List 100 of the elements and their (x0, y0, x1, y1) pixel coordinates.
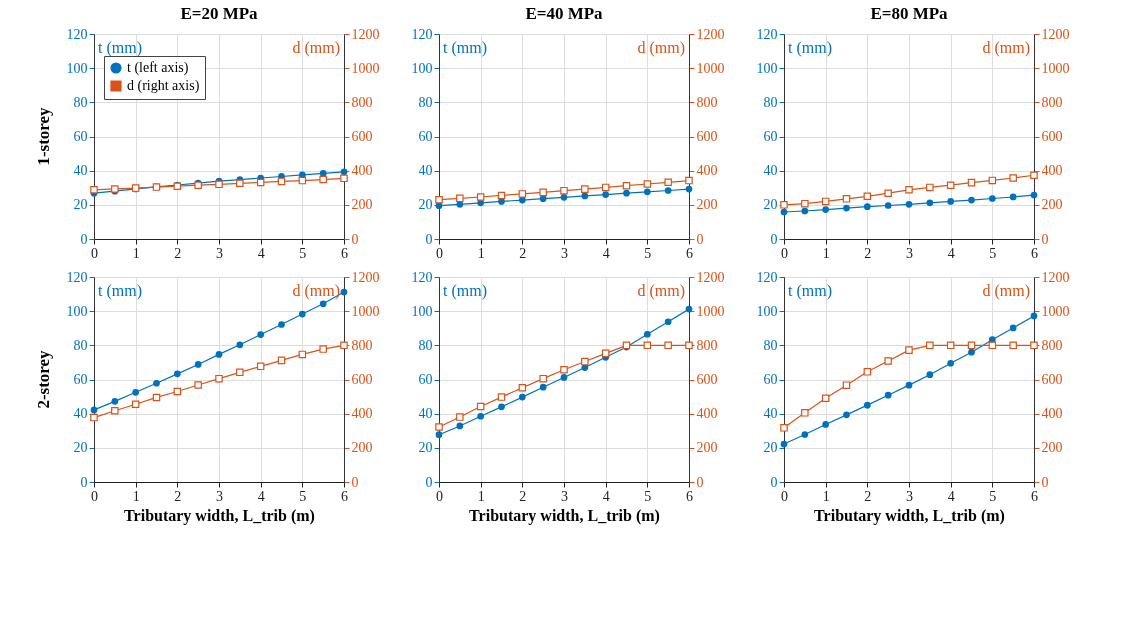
y2-tick-label: 600 (696, 129, 718, 144)
y2-tick-label: 1000 (351, 60, 380, 76)
x-tick-label: 3 (561, 245, 568, 261)
x-tick-label: 0 (436, 245, 443, 261)
x-tick-label: 3 (906, 245, 913, 261)
y2-tick-label: 600 (351, 129, 373, 144)
y-tick-label: 0 (80, 231, 88, 247)
y2-tick-label: 200 (696, 197, 718, 213)
x-tick-label: 2 (174, 488, 182, 504)
y2-axis-title: d (mm) (292, 39, 340, 57)
y-tick-label: 20 (73, 440, 88, 456)
y-tick-label: 100 (756, 60, 778, 76)
y-tick-label: 120 (411, 26, 433, 42)
y-tick-label: 40 (763, 406, 778, 422)
x-tick-label: 3 (906, 488, 913, 504)
y2-tick-label: 0 (351, 231, 359, 247)
y2-tick-label: 1200 (696, 26, 725, 42)
y2-tick-label: 400 (351, 163, 373, 179)
y-tick-label: 100 (66, 60, 88, 76)
x-tick-label: 5 (989, 245, 997, 261)
y-tick-label: 120 (66, 26, 88, 42)
y2-tick-label: 800 (696, 94, 718, 110)
y2-tick-label: 200 (1041, 440, 1063, 456)
y-tick-label: 80 (418, 337, 433, 353)
y-tick-label: 80 (418, 94, 433, 110)
y2-tick-label: 400 (1041, 406, 1063, 422)
x-tick-label: 3 (216, 245, 223, 261)
y2-tick-label: 400 (696, 163, 718, 179)
y2-tick-label: 0 (696, 474, 704, 490)
y2-axis-title: d (mm) (637, 282, 685, 300)
y2-tick-label: 1200 (351, 26, 380, 42)
y-tick-label: 60 (418, 129, 433, 144)
y-tick-label: 40 (418, 406, 433, 422)
y2-tick-label: 1000 (696, 303, 725, 319)
y-tick-label: 80 (763, 337, 778, 353)
x-tick-label: 2 (519, 245, 527, 261)
y2-tick-label: 400 (696, 406, 718, 422)
y-axis-title: t (mm) (788, 282, 832, 300)
x-tick-label: 0 (91, 245, 98, 261)
x-tick-label: 1 (132, 245, 140, 261)
x-tick-label: 6 (341, 488, 348, 504)
y2-axis-title: d (mm) (982, 282, 1030, 300)
y-tick-label: 80 (763, 94, 778, 110)
y-tick-label: 100 (411, 60, 433, 76)
y2-tick-label: 800 (351, 337, 373, 353)
x-tick-label: 4 (257, 245, 265, 261)
y-tick-label: 60 (763, 129, 778, 144)
chart-title: E=40 MPa (525, 4, 604, 23)
legend-label: t (left axis) (127, 60, 189, 76)
x-tick-label: 5 (299, 245, 307, 261)
y-tick-label: 20 (418, 197, 433, 213)
y-tick-label: 60 (418, 372, 433, 387)
y2-tick-label: 600 (1041, 129, 1063, 144)
x-tick-label: 5 (644, 488, 652, 504)
x-tick-label: 2 (864, 488, 872, 504)
chart-title: E=80 MPa (870, 4, 949, 23)
y2-tick-label: 400 (1041, 163, 1063, 179)
y-tick-label: 20 (73, 197, 88, 213)
y-tick-label: 40 (418, 163, 433, 179)
y2-tick-label: 200 (1041, 197, 1063, 213)
y2-tick-label: 1000 (1041, 303, 1070, 319)
y2-tick-label: 800 (351, 94, 373, 110)
x-tick-label: 4 (257, 488, 265, 504)
y-tick-label: 0 (425, 474, 433, 490)
y2-axis-title: d (mm) (292, 282, 340, 300)
y-tick-label: 20 (418, 440, 433, 456)
y2-tick-label: 800 (696, 337, 718, 353)
y-axis-title: t (mm) (443, 282, 487, 300)
y2-tick-label: 200 (696, 440, 718, 456)
x-axis-title: Tributary width, L_trib (m) (469, 506, 660, 525)
y-tick-label: 40 (763, 163, 778, 179)
x-tick-label: 6 (686, 488, 693, 504)
y2-tick-label: 1200 (1041, 26, 1070, 42)
y-tick-label: 40 (73, 406, 88, 422)
text: 1-storey (34, 106, 53, 166)
x-tick-label: 4 (602, 245, 610, 261)
x-tick-label: 5 (299, 488, 307, 504)
y2-axis-title: d (mm) (982, 39, 1030, 57)
x-tick-label: 6 (686, 245, 693, 261)
x-tick-label: 0 (781, 245, 788, 261)
y-tick-label: 80 (73, 337, 88, 353)
y2-tick-label: 1200 (351, 269, 380, 285)
y-tick-label: 80 (73, 94, 88, 110)
y-axis-title: t (mm) (443, 39, 487, 57)
y2-tick-label: 600 (1041, 372, 1063, 387)
y2-axis-title: d (mm) (637, 39, 685, 57)
x-tick-label: 0 (436, 488, 443, 504)
text: 2-storey (34, 349, 53, 409)
x-tick-label: 2 (519, 488, 527, 504)
y2-tick-label: 1000 (351, 303, 380, 319)
y-axis-title: t (mm) (98, 39, 142, 57)
y-tick-label: 60 (763, 372, 778, 387)
x-tick-label: 4 (947, 488, 955, 504)
y2-tick-label: 600 (351, 372, 373, 387)
y2-tick-label: 800 (1041, 337, 1063, 353)
y-tick-label: 0 (80, 474, 88, 490)
y-tick-label: 60 (73, 129, 88, 144)
y-tick-label: 120 (411, 269, 433, 285)
y2-tick-label: 200 (351, 197, 373, 213)
y2-tick-label: 1000 (696, 60, 725, 76)
